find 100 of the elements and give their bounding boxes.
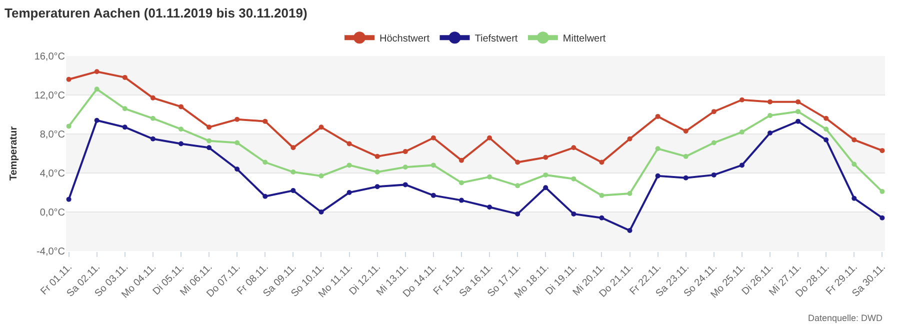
point — [824, 126, 829, 132]
point — [683, 175, 688, 180]
point — [262, 118, 268, 124]
point — [430, 192, 436, 198]
point — [487, 204, 492, 210]
point — [374, 184, 380, 190]
y-tick-label: 0,0°C — [40, 208, 65, 218]
point — [796, 118, 801, 124]
point — [374, 170, 380, 175]
point — [458, 180, 464, 186]
point — [122, 74, 128, 80]
point — [515, 211, 520, 216]
legend-label: Höchstwert — [380, 34, 430, 44]
point — [852, 196, 857, 201]
point — [739, 162, 744, 168]
point — [655, 146, 660, 152]
point — [515, 183, 520, 188]
point — [627, 136, 632, 142]
y-tick-label: 16,0°C — [34, 52, 65, 62]
point — [206, 138, 212, 144]
point — [234, 140, 240, 146]
point — [150, 116, 156, 121]
legend-label: Mittelwert — [562, 34, 606, 44]
y-tick-label: -4,0°C — [36, 246, 65, 258]
point — [66, 76, 72, 82]
point — [458, 158, 464, 163]
point — [430, 162, 436, 168]
point — [402, 182, 408, 188]
point — [824, 116, 829, 121]
point — [178, 104, 184, 110]
y-tick-label: 8,0°C — [40, 130, 65, 140]
point — [515, 160, 520, 165]
point — [346, 141, 352, 146]
chart-title: Temperaturen Aachen (01.11.2019 bis 30.11.2019) — [4, 5, 308, 20]
point — [571, 145, 576, 150]
point — [66, 196, 72, 202]
point — [178, 141, 184, 146]
point — [683, 128, 688, 134]
point — [768, 99, 772, 104]
point — [234, 166, 240, 172]
point — [543, 154, 548, 160]
point — [543, 185, 548, 190]
legend-label: Tiefstwert — [474, 34, 518, 44]
point — [571, 211, 576, 216]
point — [178, 126, 184, 132]
point — [487, 174, 492, 180]
point — [627, 228, 632, 234]
point — [346, 162, 352, 168]
point — [234, 116, 240, 122]
point — [290, 188, 296, 194]
point — [683, 154, 688, 159]
point — [796, 109, 801, 114]
point — [318, 124, 324, 130]
point — [880, 189, 885, 194]
point — [290, 170, 296, 175]
point — [430, 135, 436, 140]
point — [94, 86, 100, 92]
point — [150, 136, 156, 142]
point — [318, 173, 324, 178]
point — [655, 114, 660, 119]
point — [796, 99, 801, 104]
point — [262, 160, 268, 165]
point — [206, 145, 212, 150]
text: Datenquelle: DWD — [808, 313, 884, 323]
point — [346, 190, 352, 195]
point — [852, 137, 857, 142]
point — [150, 95, 156, 100]
point — [402, 164, 408, 170]
point — [768, 130, 772, 136]
point — [739, 97, 744, 102]
point — [711, 172, 716, 178]
point — [627, 190, 632, 196]
point — [122, 124, 128, 130]
point — [543, 172, 548, 178]
point — [824, 137, 829, 142]
point — [711, 109, 716, 114]
y-tick-label: 12,0°C — [34, 90, 65, 102]
point — [374, 154, 380, 159]
point — [122, 106, 128, 112]
point — [262, 194, 268, 199]
point — [402, 149, 408, 154]
point — [768, 112, 772, 118]
point — [206, 124, 212, 130]
point — [94, 69, 100, 74]
point — [66, 124, 72, 129]
point — [880, 148, 885, 154]
point — [599, 215, 604, 220]
y-axis-title: Temperatur — [8, 126, 20, 181]
point — [571, 176, 576, 182]
point — [458, 198, 464, 203]
point — [655, 173, 660, 178]
point — [711, 140, 716, 146]
point — [599, 160, 604, 165]
point — [94, 118, 100, 123]
point — [739, 130, 744, 135]
point — [487, 135, 492, 140]
point — [599, 192, 604, 198]
point — [318, 210, 324, 214]
point — [852, 162, 857, 167]
point — [880, 215, 885, 220]
